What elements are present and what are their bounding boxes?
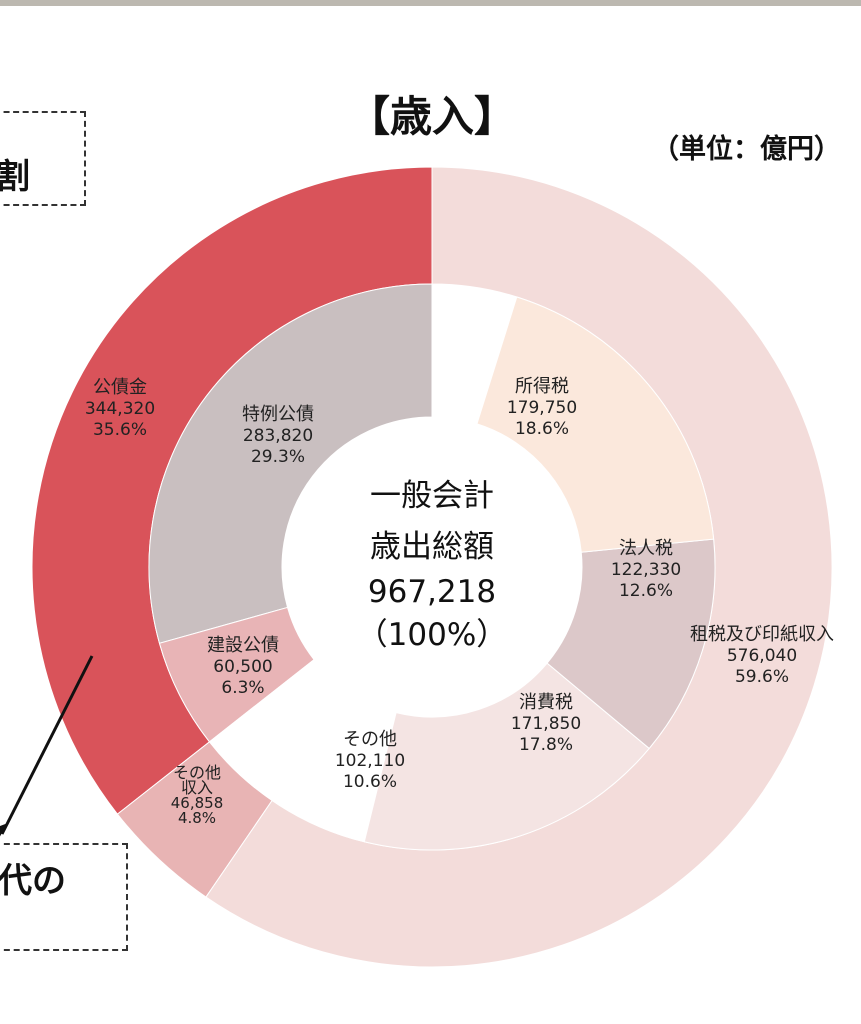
inner-label-5-name: 所得税 <box>515 376 569 397</box>
callout-pointer-line <box>0 655 94 835</box>
chart-title: 【歳入】 <box>348 92 517 141</box>
callout-top-text: 割 <box>0 157 30 197</box>
center-label-line-2: 967,218 <box>368 574 496 610</box>
outer-label-0-percent: 35.6% <box>93 420 147 440</box>
center-label-line-0: 一般会計 <box>370 478 494 514</box>
inner-label-0-name: 特例公債 <box>242 404 314 425</box>
inner-label-3-name: 消費税 <box>519 692 573 713</box>
callout-box-top: 割 <box>0 111 86 206</box>
unit-label: （単位：億円） <box>652 134 841 165</box>
outer-label-2-name: 租税及び印紙収入 <box>690 624 834 645</box>
center-hole <box>282 417 582 717</box>
outer-label-0-name: 公債金 <box>93 377 147 398</box>
callout-bottom-text: 代の <box>0 861 66 901</box>
inner-label-3-percent: 17.8% <box>519 735 573 755</box>
inner-label-5-percent: 18.6% <box>515 419 569 439</box>
inner-label-2-value: 102,110 <box>335 751 405 771</box>
inner-label-0-value: 283,820 <box>243 426 313 446</box>
inner-label-4-percent: 12.6% <box>619 581 673 601</box>
inner-label-1-percent: 6.3% <box>221 678 264 698</box>
outer-label-2-percent: 59.6% <box>735 667 789 687</box>
inner-label-2-name: その他 <box>343 729 397 750</box>
outer-label-1-percent: 4.8% <box>178 809 216 827</box>
top-border-strip <box>0 0 861 6</box>
outer-label-0-value: 344,320 <box>85 399 155 419</box>
inner-label-0-percent: 29.3% <box>251 447 305 467</box>
outer-label-1-name: 収入 <box>181 778 213 797</box>
outer-label-1-value: 46,858 <box>171 794 224 812</box>
callout-pointer-arrowhead <box>0 823 8 837</box>
callout-box-bottom: 代の <box>0 843 128 951</box>
center-label-line-3: （100%） <box>357 617 508 653</box>
center-label-line-1: 歳出総額 <box>370 529 494 565</box>
inner-label-4-name: 法人税 <box>619 538 673 559</box>
inner-ring <box>148 283 716 851</box>
slice-labels: 公債金344,32035.6%その他収入46,8584.8%租税及び印紙収入57… <box>85 376 834 827</box>
inner-label-1-name: 建設公債 <box>207 635 279 656</box>
outer-label-2-value: 576,040 <box>727 646 797 666</box>
outer-label-1-name: その他 <box>173 763 221 782</box>
inner-label-1-value: 60,500 <box>213 657 272 677</box>
inner-label-2-percent: 10.6% <box>343 772 397 792</box>
inner-label-4-value: 122,330 <box>611 560 681 580</box>
inner-label-5-value: 179,750 <box>507 398 577 418</box>
inner-label-3-value: 171,850 <box>511 714 581 734</box>
inner-slice-5 <box>476 296 715 553</box>
